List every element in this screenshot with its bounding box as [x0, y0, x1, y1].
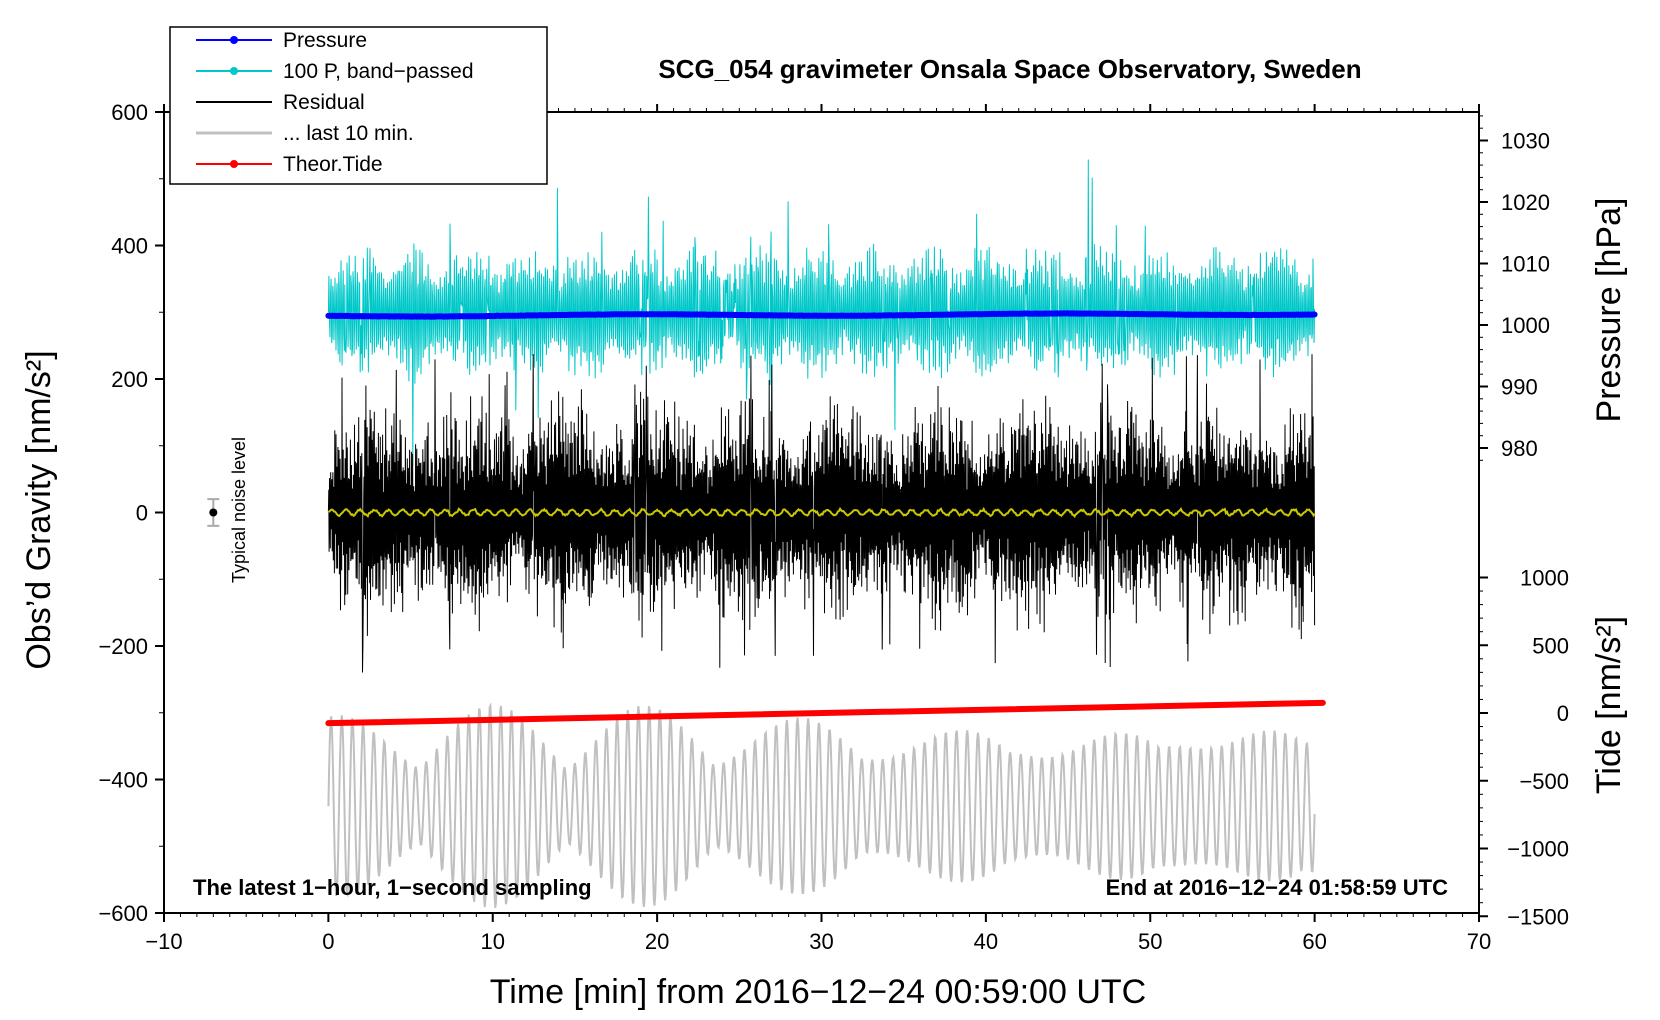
sampling-annotation: The latest 1−hour, 1−second sampling [193, 875, 592, 900]
legend-swatch-dot [230, 36, 238, 44]
pressure-tick-label: 1020 [1501, 190, 1550, 215]
tide-tick-label: 1000 [1520, 566, 1569, 591]
y-left-tick-label: 600 [111, 100, 148, 125]
last-10-min-series [327, 702, 1316, 909]
y-left-tick-label: 200 [111, 367, 148, 392]
y-left-axis-ticks: 600 400 200 0 −200 −400 −600 [98, 100, 164, 926]
chart-title: SCG_054 gravimeter Onsala Space Observat… [658, 54, 1361, 84]
tide-tick-label: −1500 [1507, 904, 1569, 929]
tide-tick-label: −1000 [1507, 837, 1569, 862]
x-axis-ticks: −10 0 10 20 30 40 50 60 70 [145, 913, 1491, 954]
noise-level-label: Typical noise level [229, 437, 249, 583]
legend-label: ... last 10 min. [283, 122, 414, 145]
legend-label: Pressure [283, 29, 367, 52]
legend-swatch-dot [230, 160, 238, 168]
pressure-axis-ticks: 1030 1020 1010 1000 990 980 [1479, 115, 1550, 461]
legend-label: 100 P, band−passed [283, 60, 474, 83]
pressure-tick-label: 1010 [1501, 252, 1550, 277]
end-time-annotation: End at 2016−12−24 01:58:59 UTC [1106, 875, 1449, 900]
pressure-tick-label: 980 [1501, 436, 1538, 461]
x-tick-label: 30 [809, 929, 833, 954]
pressure-tick-label: 990 [1501, 375, 1538, 400]
legend-label: Residual [283, 91, 365, 114]
residual-smoothed-line [327, 506, 1316, 519]
residual-smoothed-series [327, 506, 1316, 519]
pressure-series [325, 310, 1318, 320]
pressure-tick-label: 1000 [1501, 313, 1550, 338]
tide-tick-label: 0 [1557, 701, 1569, 726]
x-tick-label: 40 [974, 929, 998, 954]
x-tick-label: 70 [1467, 929, 1491, 954]
tide-axis-title: Tide [nm/s²] [1590, 616, 1628, 794]
noise-point [209, 508, 218, 517]
legend-swatch-dot [230, 67, 238, 75]
theoretical-tide-series [325, 699, 1326, 727]
x-tick-label: 60 [1302, 929, 1326, 954]
pressure-tick-label: 1030 [1501, 129, 1550, 154]
x-tick-label: 10 [481, 929, 505, 954]
x-tick-label: 0 [322, 929, 334, 954]
legend: Pressure 100 P, band−passed Residual ... la… [169, 26, 548, 185]
noise-level-marker [207, 498, 220, 527]
y-left-axis-title: Obs’d Gravity [nm/s²] [20, 350, 58, 669]
tide-axis-ticks: 1000 500 0 −500 −1000 −1500 [1479, 566, 1569, 929]
last-10-min-line [327, 702, 1316, 909]
y-left-tick-label: −400 [98, 768, 148, 793]
pressure-axis-title: Pressure [hPa] [1590, 198, 1628, 423]
legend-box [169, 26, 548, 185]
x-axis-title: Time [min] from 2016−12−24 00:59:00 UTC [490, 973, 1146, 1011]
y-left-tick-label: −600 [98, 901, 148, 926]
tide-line [325, 699, 1326, 727]
y-left-tick-label: 0 [136, 501, 148, 526]
tide-tick-label: −500 [1519, 769, 1569, 794]
y-left-tick-label: 400 [111, 234, 148, 259]
residual-line [327, 354, 1316, 673]
tide-tick-label: 500 [1532, 633, 1569, 658]
x-tick-label: 50 [1138, 929, 1162, 954]
residual-series [327, 354, 1316, 673]
y-left-tick-label: −200 [98, 634, 148, 659]
pressure-line [325, 310, 1318, 320]
x-tick-label: 20 [645, 929, 669, 954]
x-tick-label: −10 [145, 929, 182, 954]
legend-label: Theor.Tide [283, 153, 383, 176]
